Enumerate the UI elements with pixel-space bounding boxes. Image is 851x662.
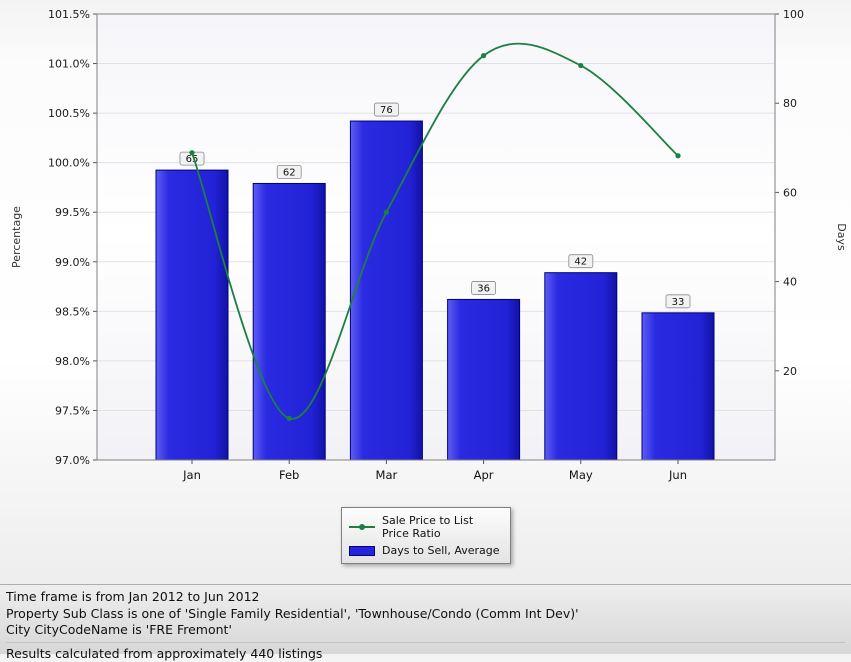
svg-text:60: 60 — [783, 186, 797, 199]
svg-text:99.0%: 99.0% — [55, 256, 90, 269]
line-point-feb — [287, 416, 292, 421]
svg-text:101.0%: 101.0% — [48, 58, 90, 71]
combo-chart: 65 62 76 36 42 33 97.0% 97.5% 98.0% 98.5% 99.0% 99… — [0, 0, 851, 500]
svg-text:40: 40 — [783, 276, 797, 289]
footer-subclass: Property Sub Class is one of 'Single Fam… — [6, 606, 845, 623]
legend-label-ratio: Sale Price to List Price Ratio — [382, 514, 503, 540]
svg-text:98.5%: 98.5% — [55, 305, 90, 318]
line-point-apr — [481, 53, 486, 58]
chart-legend: Sale Price to List Price Ratio Days to S… — [341, 507, 511, 564]
svg-text:Mar: Mar — [376, 468, 398, 482]
svg-text:Days: Days — [835, 223, 848, 251]
svg-text:20: 20 — [783, 365, 797, 378]
bar-series-icon — [349, 546, 375, 556]
svg-text:100.5%: 100.5% — [48, 107, 90, 120]
svg-text:Feb: Feb — [279, 468, 299, 482]
svg-text:98.0%: 98.0% — [55, 355, 90, 368]
svg-text:36: 36 — [477, 283, 490, 294]
svg-text:101.5%: 101.5% — [48, 8, 90, 21]
svg-text:33: 33 — [672, 297, 685, 308]
svg-text:May: May — [569, 468, 593, 482]
footer: Time frame is from Jan 2012 to Jun 2012 … — [0, 584, 851, 654]
line-series-icon — [349, 521, 375, 533]
svg-text:80: 80 — [783, 97, 797, 110]
svg-text:97.0%: 97.0% — [55, 454, 90, 467]
svg-text:Jun: Jun — [668, 468, 687, 482]
line-point-jun — [675, 153, 680, 158]
footer-timeframe: Time frame is from Jan 2012 to Jun 2012 — [6, 589, 845, 606]
svg-text:99.5%: 99.5% — [55, 206, 90, 219]
svg-text:100: 100 — [783, 8, 804, 21]
legend-label-days: Days to Sell, Average — [382, 544, 503, 557]
footer-results: Results calculated from approximately 44… — [6, 642, 845, 662]
svg-text:97.5%: 97.5% — [55, 404, 90, 417]
bar-jun — [642, 313, 714, 460]
line-point-jan — [189, 150, 194, 155]
svg-text:Jan: Jan — [182, 468, 201, 482]
svg-text:100.0%: 100.0% — [48, 157, 90, 170]
bar-apr — [448, 299, 520, 460]
line-point-mar — [384, 210, 389, 215]
svg-text:76: 76 — [380, 105, 393, 116]
legend-item-days: Days to Sell, Average — [349, 542, 503, 559]
svg-text:Apr: Apr — [474, 468, 494, 482]
bar-jan — [156, 170, 228, 460]
svg-text:62: 62 — [283, 167, 296, 178]
line-point-may — [578, 63, 583, 68]
legend-item-ratio: Sale Price to List Price Ratio — [349, 512, 503, 542]
footer-city: City CityCodeName is 'FRE Fremont' — [6, 622, 845, 639]
svg-text:42: 42 — [574, 257, 587, 268]
bar-may — [545, 273, 617, 460]
bar-mar — [350, 121, 422, 460]
svg-text:65: 65 — [186, 154, 199, 165]
svg-text:Percentage: Percentage — [10, 206, 23, 268]
